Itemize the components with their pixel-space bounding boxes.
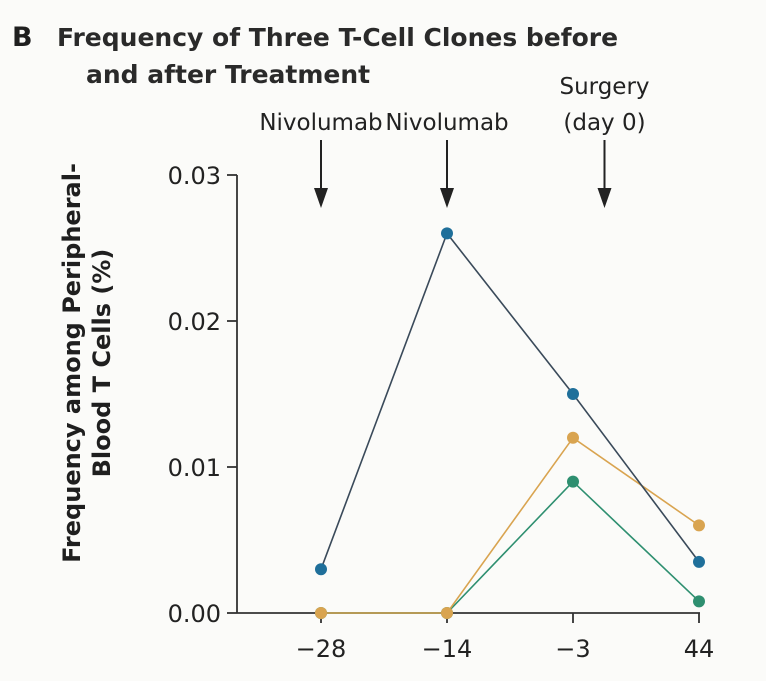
annotation-label-0-0: Nivolumab [259, 110, 382, 136]
series-points [315, 227, 705, 619]
series-1-point-3 [693, 519, 705, 532]
series-0-point-1 [441, 227, 453, 240]
y-axis-label-line-1: Frequency among Peripheral- [58, 163, 86, 563]
annotation-2: Surgery (day 0) [559, 74, 650, 208]
series-1-point-0 [315, 607, 327, 619]
series-2-line [321, 480, 700, 614]
annotations: Nivolumab Nivolumab Surgery (day 0) [259, 74, 650, 208]
x-tick-label-3: 44 [684, 635, 715, 663]
annotation-1: Nivolumab [385, 110, 509, 208]
y-tick-label-3: 0.03 [168, 162, 221, 190]
series-0-point-3 [693, 555, 705, 568]
annotation-label-1-0: Nivolumab [385, 110, 508, 136]
y-axis-label: Frequency among Peripheral- Blood T Cell… [58, 163, 116, 563]
y-tick-label-2: 0.02 [168, 308, 221, 336]
y-axis-label-line-2: Blood T Cells (%) [88, 249, 116, 478]
annotation-label-2-1: (day 0) [563, 110, 645, 136]
chart-title-line-2: and after Treatment [86, 60, 370, 89]
series-1-line [321, 436, 700, 614]
y-tick-label-1: 0.01 [168, 454, 221, 482]
annotation-arrow-head-2 [597, 188, 612, 208]
series-2-point-3 [693, 595, 705, 608]
y-tick-label-0: 0.00 [168, 600, 221, 628]
panel-letter: B [12, 22, 33, 53]
annotation-label-2-0: Surgery [559, 74, 649, 100]
series-0-point-2 [567, 388, 579, 400]
x-tick-label-2: −3 [555, 635, 590, 663]
annotation-arrow-head-1 [440, 188, 454, 208]
x-tick-label-0: −28 [296, 635, 347, 663]
series-1-point-2 [567, 431, 579, 444]
series-2-point-2 [567, 475, 579, 488]
annotation-0: Nivolumab [259, 110, 383, 208]
series-0-line [320, 231, 700, 570]
annotation-arrow-head-0 [314, 188, 328, 208]
series-lines [320, 231, 700, 614]
series-1-point-1 [441, 607, 453, 619]
axes: 0.00 0.01 0.02 0.03 −28 −14 −3 44 [168, 162, 715, 663]
series-0-point-0 [315, 563, 327, 576]
chart-title-line-1: Frequency of Three T-Cell Clones before [57, 23, 618, 52]
x-tick-label-1: −14 [422, 635, 473, 663]
